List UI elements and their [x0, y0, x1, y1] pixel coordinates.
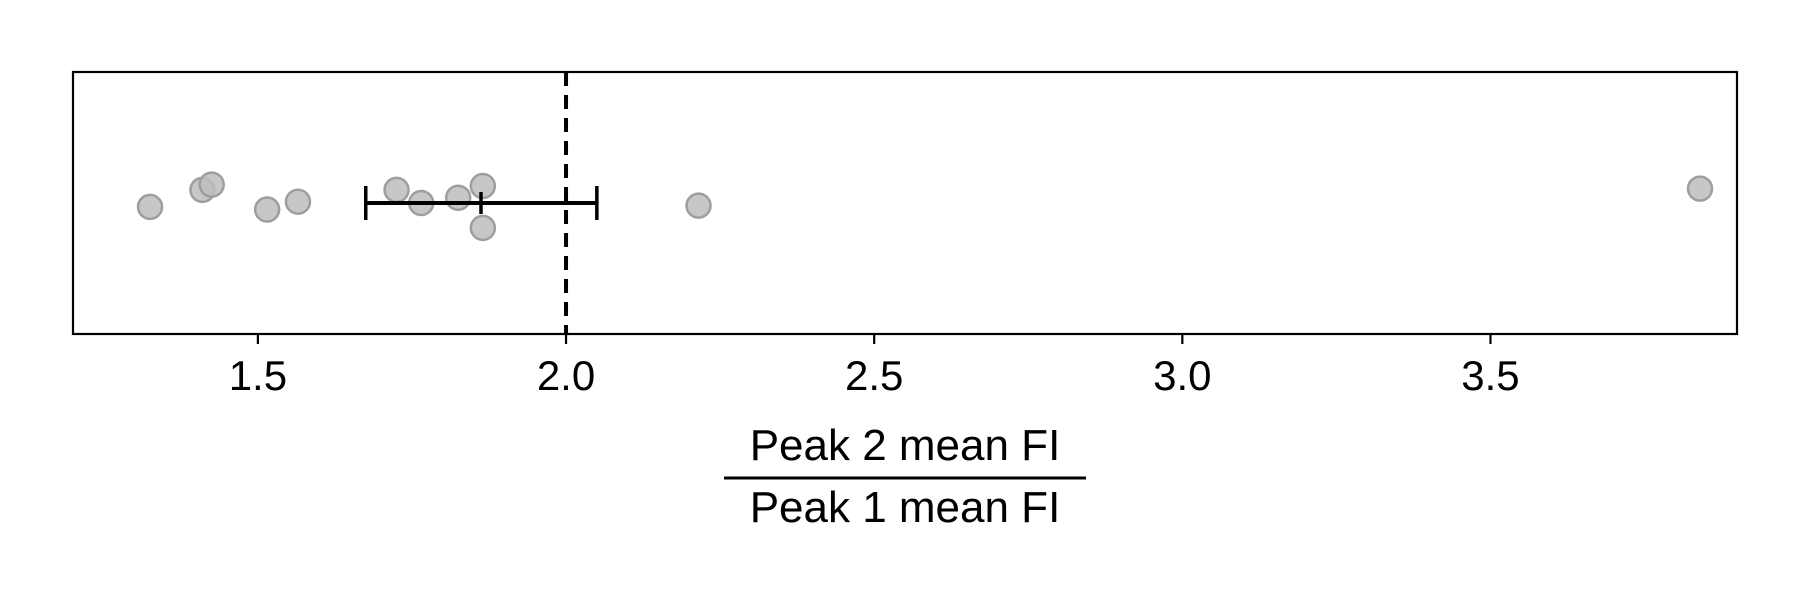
x-tick-label: 3.5: [1461, 352, 1519, 399]
data-point: [136, 193, 164, 221]
data-point: [444, 184, 472, 212]
data-point: [469, 214, 497, 242]
plot-layer: [136, 72, 1714, 334]
data-point: [685, 192, 712, 219]
data-point: [198, 171, 225, 198]
data-point: [1686, 175, 1714, 202]
x-axis-label: Peak 2 mean FI Peak 1 mean FI: [724, 421, 1086, 532]
x-tick-label: 2.0: [537, 352, 595, 399]
data-point: [383, 176, 410, 204]
data-point: [284, 188, 312, 215]
data-point: [253, 196, 281, 223]
plot-frame: [71, 70, 1739, 336]
data-point: [469, 172, 497, 200]
x-axis: 1.5 2.0 2.5 3.0 3.5: [229, 334, 1520, 399]
x-tick-label: 2.5: [845, 352, 903, 399]
x-tick-label: 1.5: [229, 352, 287, 399]
x-tick-label: 3.0: [1153, 352, 1211, 399]
x-axis-label-numerator: Peak 2 mean FI: [750, 421, 1061, 470]
x-axis-label-denominator: Peak 1 mean FI: [750, 483, 1061, 532]
